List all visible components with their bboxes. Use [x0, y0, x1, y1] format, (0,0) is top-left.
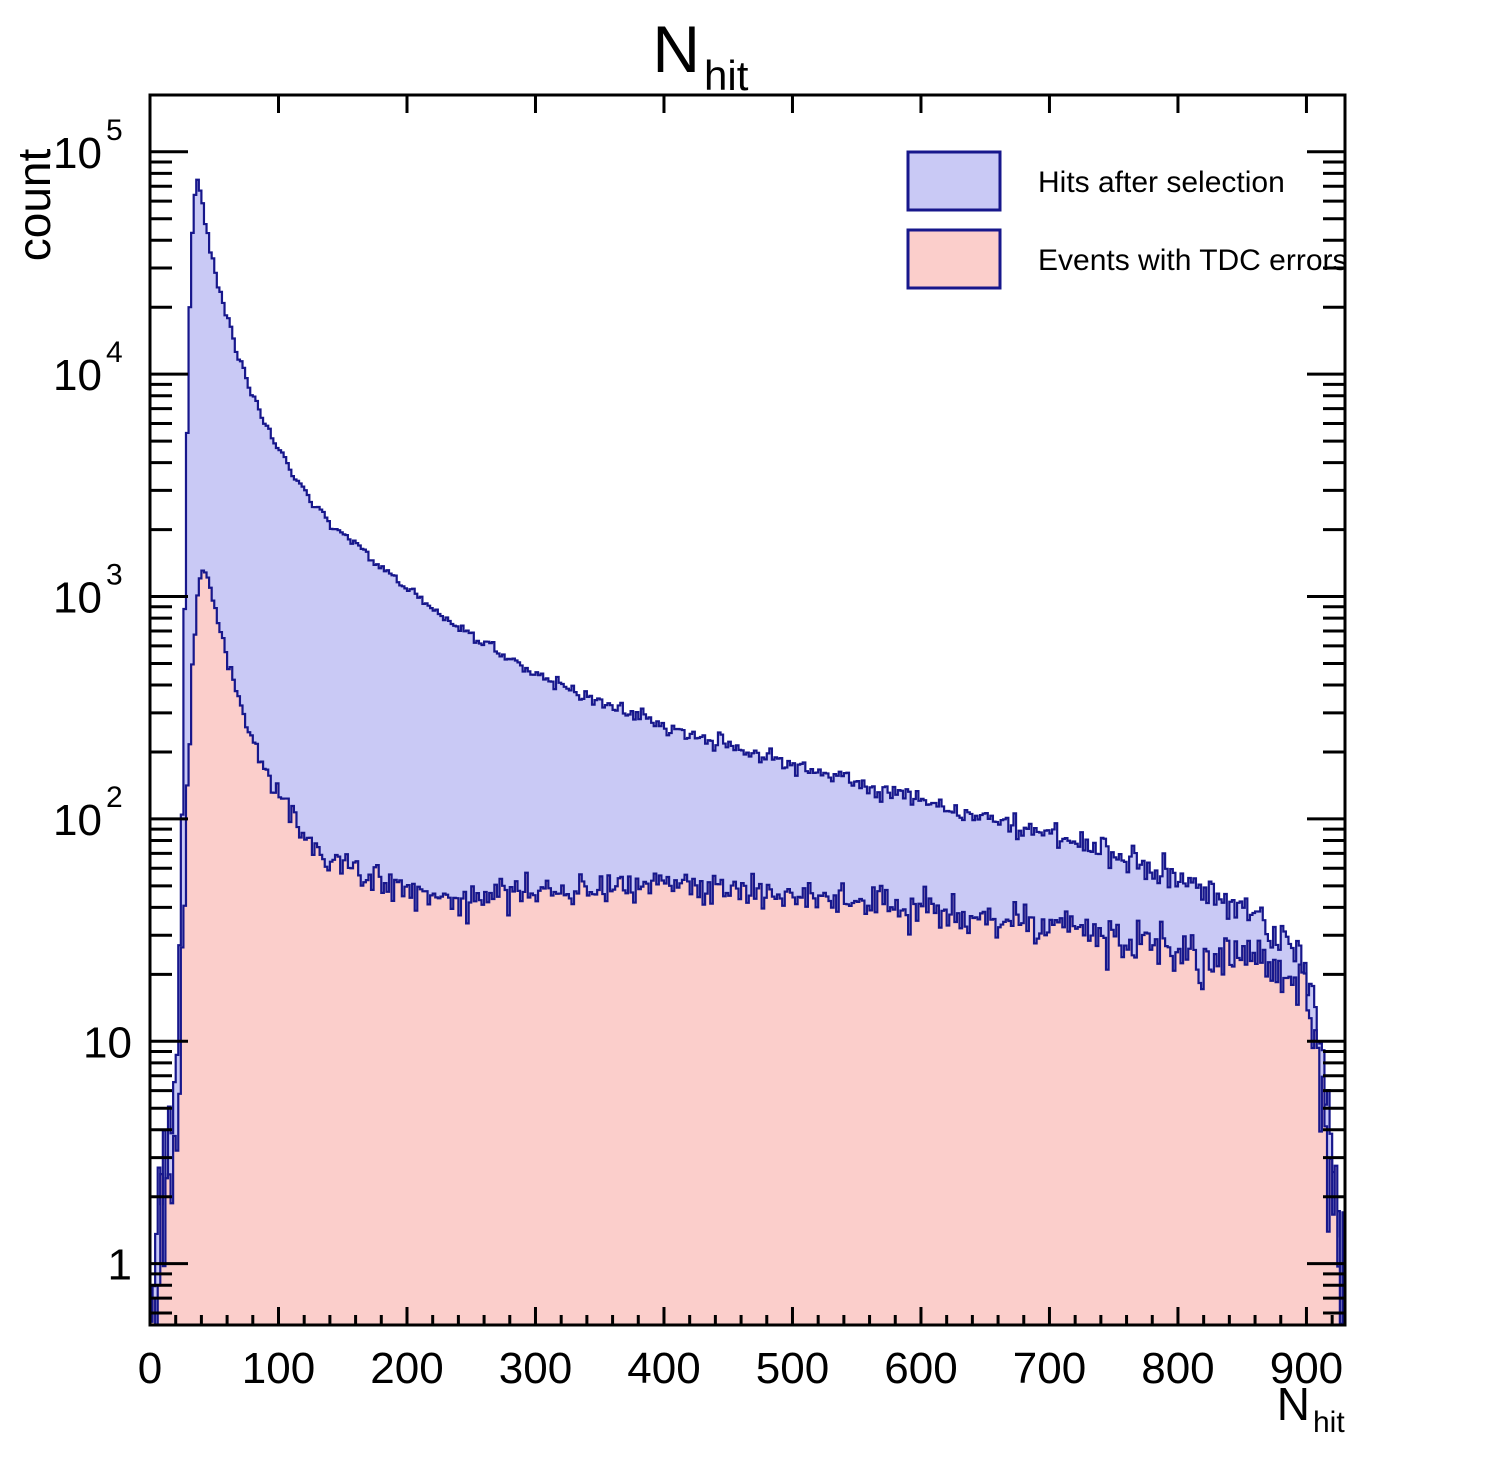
plot-frame — [148, 93, 1347, 1327]
plot-title: N hit — [652, 12, 748, 99]
x-axis-tick-label: 100 — [242, 1344, 315, 1393]
x-axis-title-subscript: hit — [1313, 1406, 1345, 1439]
svg-text:4: 4 — [106, 336, 123, 369]
x-axis-title-base: N — [1277, 1378, 1310, 1430]
x-axis-tick-label: 500 — [756, 1344, 829, 1393]
histogram-fill — [150, 570, 1345, 1325]
svg-text:10: 10 — [53, 351, 102, 400]
legend-label: Events with TDC errors — [1038, 244, 1348, 277]
legend-swatch — [906, 228, 1002, 290]
y-axis-title: count — [8, 149, 60, 262]
histogram-outline — [150, 178, 1345, 1325]
legend-swatch — [906, 150, 1002, 212]
legend-label: Hits after selection — [1038, 166, 1285, 199]
y-axis-tick-label: 10 4 — [53, 336, 123, 400]
y-axis-tick-label: 10 5 — [53, 114, 123, 178]
plot-title-base: N — [652, 12, 700, 86]
histogram-outline — [150, 569, 1345, 1325]
svg-text:10: 10 — [53, 129, 102, 178]
plot-title-subscript: hit — [704, 52, 749, 99]
svg-text:3: 3 — [106, 559, 123, 592]
svg-text:5: 5 — [106, 114, 123, 147]
svg-text:10: 10 — [53, 796, 102, 845]
y-axis-tick-label: 10 3 — [53, 559, 123, 623]
x-axis-tick-label: 300 — [499, 1344, 572, 1393]
legend-entry[interactable]: Events with TDC errors — [906, 228, 1348, 290]
legend-entry[interactable]: Hits after selection — [906, 150, 1285, 212]
histogram-series-events-with-tdc-errors — [150, 569, 1345, 1325]
x-axis-tick-label: 700 — [1013, 1344, 1086, 1393]
x-axis-tick-label: 200 — [370, 1344, 443, 1393]
y-axis-tick-label: 10 2 — [53, 781, 123, 845]
legend[interactable]: Hits after selection Events with TDC erro… — [906, 150, 1348, 290]
svg-text:2: 2 — [106, 781, 123, 814]
x-axis-tick-label: 800 — [1141, 1344, 1214, 1393]
x-axis-title: N hit — [1277, 1378, 1346, 1439]
x-axis-tick-label: 900 — [1270, 1344, 1343, 1393]
x-axis-tick-label: 400 — [627, 1344, 700, 1393]
x-axis-tick-label: 600 — [884, 1344, 957, 1393]
y-axis-tick-label: 1 — [108, 1241, 132, 1290]
y-axis-tick-label: 10 — [83, 1018, 132, 1067]
histogram-series-layer — [150, 178, 1345, 1325]
svg-text:10: 10 — [53, 574, 102, 623]
x-axis-tick-label: 0 — [138, 1344, 162, 1393]
